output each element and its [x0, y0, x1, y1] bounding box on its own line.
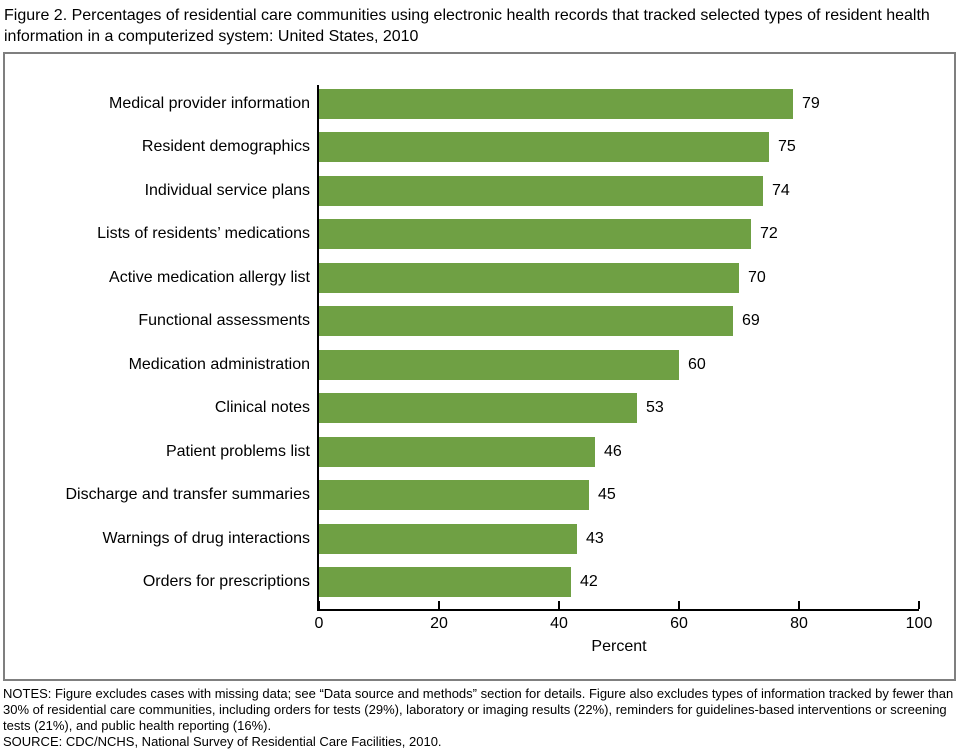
- notes-text: NOTES: Figure excludes cases with missin…: [3, 686, 954, 733]
- bar: [319, 176, 763, 206]
- value-label: 60: [688, 356, 706, 373]
- source-text: SOURCE: CDC/NCHS, National Survey of Res…: [3, 734, 442, 749]
- category-label: Lists of residents’ medications: [97, 225, 310, 242]
- value-label: 72: [760, 225, 778, 242]
- bar: [319, 306, 733, 336]
- bar: [319, 437, 595, 467]
- value-label: 69: [742, 312, 760, 329]
- value-label: 46: [604, 443, 622, 460]
- x-axis-tick: [558, 601, 560, 609]
- value-label: 45: [598, 486, 616, 503]
- value-label: 53: [646, 399, 664, 416]
- plot-area: Percent Medical provider information 79 Re…: [5, 54, 954, 679]
- value-label: 42: [580, 573, 598, 590]
- x-axis-tick-label: 100: [905, 615, 933, 632]
- category-label: Discharge and transfer summaries: [65, 486, 310, 503]
- category-label: Medication administration: [128, 356, 310, 373]
- category-label: Functional assessments: [138, 312, 310, 329]
- x-axis-label: Percent: [591, 638, 647, 655]
- category-label: Individual service plans: [144, 182, 310, 199]
- bar: [319, 350, 679, 380]
- category-label: Medical provider information: [109, 95, 310, 112]
- x-axis-tick-label: 60: [670, 615, 688, 632]
- value-label: 79: [802, 95, 820, 112]
- category-label: Clinical notes: [214, 399, 310, 416]
- bar: [319, 567, 571, 597]
- value-label: 70: [748, 269, 766, 286]
- x-axis-tick: [438, 601, 440, 609]
- x-axis-tick: [318, 601, 320, 609]
- figure-title: Figure 2. Percentages of residential car…: [4, 7, 930, 45]
- category-label: Orders for prescriptions: [142, 573, 310, 590]
- figure-notes: NOTES: Figure excludes cases with missin…: [3, 686, 954, 750]
- y-axis-line: [317, 85, 319, 611]
- bar: [319, 524, 577, 554]
- value-label: 74: [772, 182, 790, 199]
- bar: [319, 393, 637, 423]
- x-axis-line: [317, 609, 919, 611]
- bar: [319, 480, 589, 510]
- x-axis-tick: [798, 601, 800, 609]
- value-label: 43: [586, 530, 604, 547]
- bar: [319, 263, 739, 293]
- chart-frame: Percent Medical provider information 79 Re…: [3, 52, 956, 681]
- category-label: Warnings of drug interactions: [102, 530, 310, 547]
- x-axis-tick: [918, 601, 920, 609]
- category-label: Active medication allergy list: [109, 269, 310, 286]
- x-axis-tick-label: 40: [550, 615, 568, 632]
- bar: [319, 219, 751, 249]
- value-label: 75: [778, 138, 796, 155]
- x-axis-tick: [678, 601, 680, 609]
- x-axis-tick-label: 80: [790, 615, 808, 632]
- bar: [319, 132, 769, 162]
- category-label: Patient problems list: [165, 443, 310, 460]
- bar: [319, 89, 793, 119]
- category-label: Resident demographics: [141, 138, 310, 155]
- x-axis-tick-label: 20: [430, 615, 448, 632]
- x-axis-tick-label: 0: [314, 615, 324, 632]
